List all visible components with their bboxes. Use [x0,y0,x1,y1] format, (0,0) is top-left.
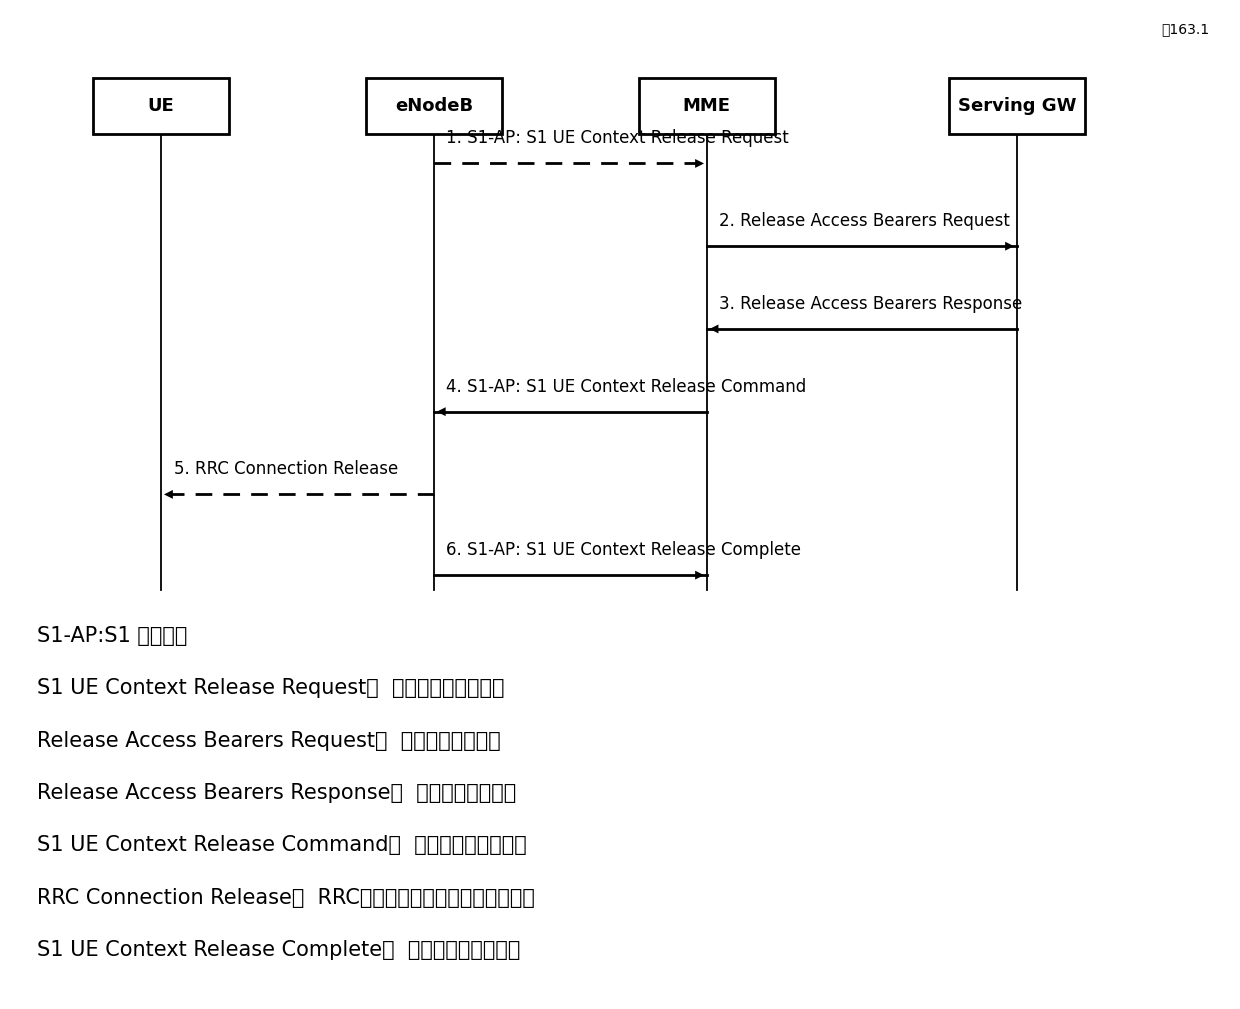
Text: Serving GW: Serving GW [957,97,1076,115]
Text: 图163.1: 图163.1 [1161,22,1209,36]
Text: 1. S1-AP: S1 UE Context Release Request: 1. S1-AP: S1 UE Context Release Request [446,129,789,147]
Text: 3. Release Access Bearers Response: 3. Release Access Bearers Response [719,295,1023,313]
Text: 5. RRC Connection Release: 5. RRC Connection Release [174,460,398,478]
Text: 6. S1-AP: S1 UE Context Release Complete: 6. S1-AP: S1 UE Context Release Complete [446,541,801,559]
Text: Release Access Bearers Response：  释放接入承载回复: Release Access Bearers Response： 释放接入承载回… [37,783,516,803]
Text: UE: UE [148,97,175,115]
Bar [366,79,502,134]
Bar [949,79,1085,134]
Text: S1 UE Context Release Command：  用户上下文释放命令: S1 UE Context Release Command： 用户上下文释放命令 [37,835,527,856]
Text: S1 UE Context Release Request：  用户上下文释放请求: S1 UE Context Release Request： 用户上下文释放请求 [37,678,505,698]
Text: S1 UE Context Release Complete：  用户上下文释放完成: S1 UE Context Release Complete： 用户上下文释放完… [37,940,521,961]
Text: 2. Release Access Bearers Request: 2. Release Access Bearers Request [719,212,1011,230]
Text: 4. S1-AP: S1 UE Context Release Command: 4. S1-AP: S1 UE Context Release Command [446,377,807,396]
Text: RRC Connection Release：  RRC（无线资源控制协议）连接释放: RRC Connection Release： RRC（无线资源控制协议）连接释… [37,888,536,908]
Text: MME: MME [683,97,730,115]
Text: S1-AP:S1 应用协议: S1-AP:S1 应用协议 [37,626,187,646]
Bar [639,79,775,134]
Text: eNodeB: eNodeB [394,97,474,115]
Bar [93,79,229,134]
Text: Release Access Bearers Request：  释放接入承载请求: Release Access Bearers Request： 释放接入承载请求 [37,731,501,751]
